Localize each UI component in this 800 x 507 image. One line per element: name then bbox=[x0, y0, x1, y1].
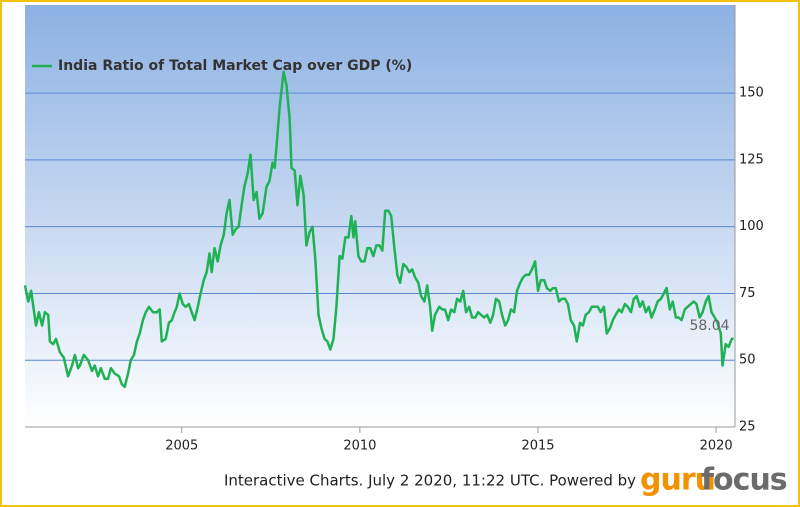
legend-label: India Ratio of Total Market Cap over GDP… bbox=[58, 58, 412, 74]
y-tick-label: 150 bbox=[739, 86, 764, 101]
plot-area bbox=[25, 5, 735, 427]
footer-text: Interactive Charts. July 2 2020, 11:22 U… bbox=[224, 472, 636, 490]
x-tick-label: 2020 bbox=[700, 439, 733, 454]
data-line bbox=[23, 70, 734, 389]
last-value-label: 58.04 bbox=[689, 318, 729, 334]
x-tick-label: 2010 bbox=[343, 439, 376, 454]
y-tick-label: 25 bbox=[739, 420, 756, 435]
x-tick-label: 2005 bbox=[165, 439, 198, 454]
y-tick-label: 50 bbox=[739, 353, 756, 368]
logo-guru: guru bbox=[640, 463, 715, 498]
x-tick-label: 2015 bbox=[521, 439, 554, 454]
y-tick-label: 125 bbox=[739, 152, 764, 167]
logo-focus: focus bbox=[701, 463, 787, 498]
y-tick-label: 75 bbox=[739, 286, 756, 301]
y-tick-label: 100 bbox=[739, 219, 764, 234]
